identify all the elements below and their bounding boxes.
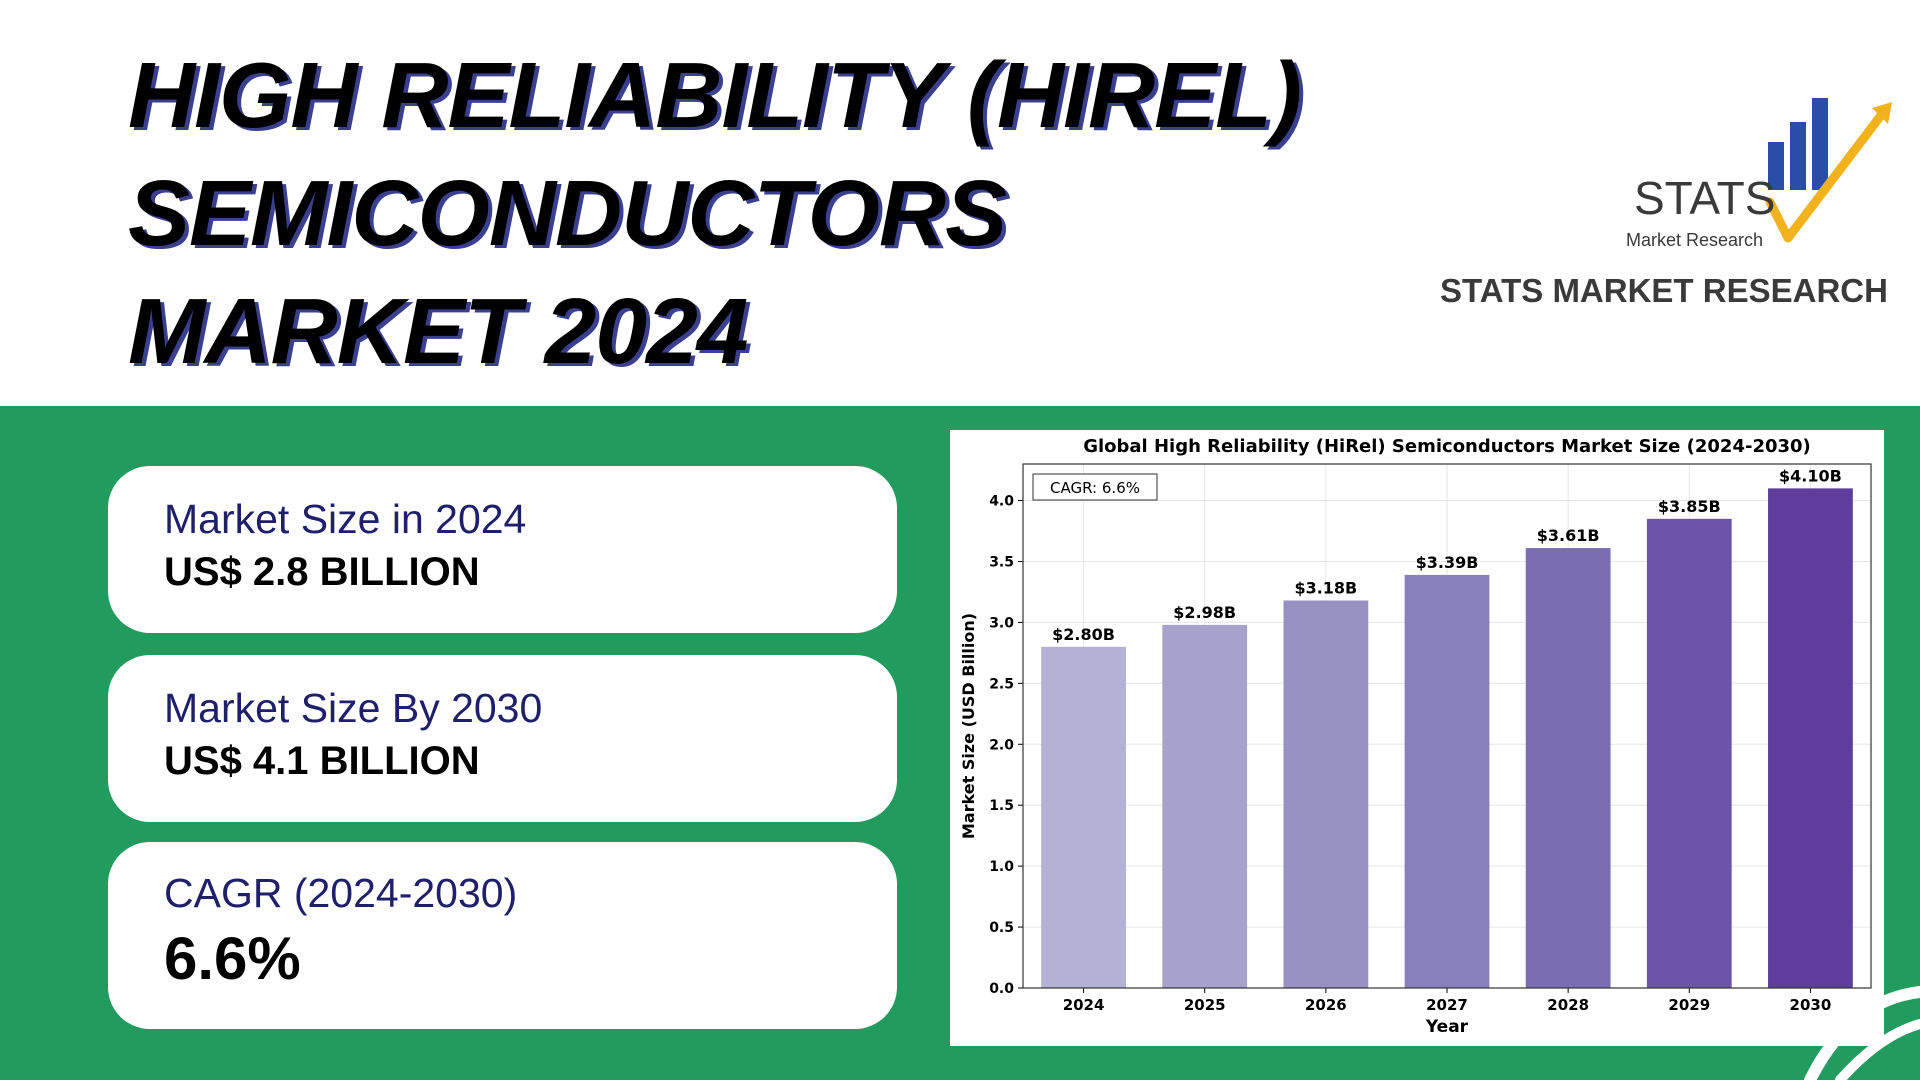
bar-2026 bbox=[1283, 600, 1369, 988]
data-label-2027: $3.39B bbox=[1416, 553, 1479, 572]
stats-logo: STATS Market Research bbox=[1626, 98, 1892, 250]
logo-bar-3-icon bbox=[1812, 98, 1828, 190]
bar-2027 bbox=[1404, 574, 1490, 988]
y-tick-label: 3.0 bbox=[989, 615, 1014, 631]
logo-bar-1-icon bbox=[1768, 142, 1784, 190]
page-title: HIGH RELIABILITY (HIREL) SEMICONDUCTORS … bbox=[128, 36, 1302, 390]
data-label-2024: $2.80B bbox=[1052, 625, 1115, 644]
decorative-swoosh-icon bbox=[1804, 986, 1920, 1080]
stat-label: Market Size By 2030 bbox=[164, 685, 543, 731]
brand-name: STATS MARKET RESEARCH bbox=[1440, 272, 1888, 309]
data-label-2025: $2.98B bbox=[1173, 603, 1236, 622]
y-tick-label: 4.0 bbox=[989, 494, 1014, 510]
x-tick-label-2025: 2025 bbox=[1184, 996, 1226, 1014]
stat-value: 6.6% bbox=[164, 925, 301, 992]
header-section: HIGH RELIABILITY (HIREL) SEMICONDUCTORS … bbox=[0, 0, 1920, 406]
data-label-2029: $3.85B bbox=[1658, 497, 1721, 516]
bar-2028 bbox=[1525, 548, 1611, 988]
market-size-chart: Global High Reliability (HiRel) Semicond… bbox=[959, 436, 1872, 1037]
data-label-2028: $3.61B bbox=[1537, 526, 1600, 545]
x-axis-label: Year bbox=[1425, 1017, 1469, 1037]
y-tick-label: 3.5 bbox=[989, 554, 1014, 570]
cagr-annotation: CAGR: 6.6% bbox=[1050, 479, 1140, 497]
title-line-2: SEMICONDUCTORS bbox=[128, 161, 1007, 265]
y-tick-label: 1.0 bbox=[989, 859, 1014, 875]
x-tick-label-2027: 2027 bbox=[1426, 996, 1468, 1014]
chart-panel: Global High Reliability (HiRel) Semicond… bbox=[950, 430, 1884, 1046]
title-line-3: MARKET 2024 bbox=[128, 279, 749, 383]
bar-2025 bbox=[1162, 624, 1248, 988]
logo-subtext: Market Research bbox=[1626, 230, 1763, 250]
stat-card-market-2030: Market Size By 2030 US$ 4.1 BILLION bbox=[108, 655, 897, 822]
stat-card-market-2024: Market Size in 2024 US$ 2.8 BILLION bbox=[108, 466, 897, 633]
y-tick-label: 2.5 bbox=[989, 676, 1014, 692]
stat-value: US$ 4.1 BILLION bbox=[164, 739, 480, 783]
stat-value: US$ 2.8 BILLION bbox=[164, 550, 480, 594]
stat-card-cagr: CAGR (2024-2030) 6.6% bbox=[108, 842, 897, 1029]
data-label-2030: $4.10B bbox=[1779, 466, 1842, 485]
logo-text: STATS bbox=[1634, 172, 1775, 224]
x-tick-label-2030: 2030 bbox=[1790, 996, 1832, 1014]
data-label-2026: $3.18B bbox=[1294, 578, 1357, 597]
y-tick-label: 2.0 bbox=[989, 737, 1014, 753]
y-tick-label: 0.0 bbox=[989, 981, 1014, 997]
y-axis-label: Market Size (USD Billion) bbox=[959, 613, 978, 839]
bar-2029 bbox=[1646, 518, 1732, 988]
x-tick-label-2024: 2024 bbox=[1063, 996, 1105, 1014]
x-tick-label-2028: 2028 bbox=[1547, 996, 1589, 1014]
cagr-annotation-box bbox=[1032, 473, 1158, 501]
logo-bar-2-icon bbox=[1790, 122, 1806, 190]
stat-label: CAGR (2024-2030) bbox=[164, 870, 518, 916]
logo-check-arrow-icon bbox=[1765, 109, 1887, 243]
logo-arrowhead-icon bbox=[1872, 102, 1892, 124]
plot-frame bbox=[1022, 463, 1872, 989]
chart-title: Global High Reliability (HiRel) Semicond… bbox=[1083, 436, 1811, 457]
x-tick-label-2026: 2026 bbox=[1305, 996, 1347, 1014]
stat-label: Market Size in 2024 bbox=[164, 496, 527, 542]
bar-2024 bbox=[1041, 646, 1126, 988]
bar-2030 bbox=[1768, 488, 1853, 988]
title-line-1: HIGH RELIABILITY (HIREL) bbox=[128, 43, 1302, 147]
y-tick-label: 0.5 bbox=[989, 920, 1014, 936]
x-tick-label-2029: 2029 bbox=[1668, 996, 1710, 1014]
y-tick-label: 1.5 bbox=[989, 798, 1014, 814]
